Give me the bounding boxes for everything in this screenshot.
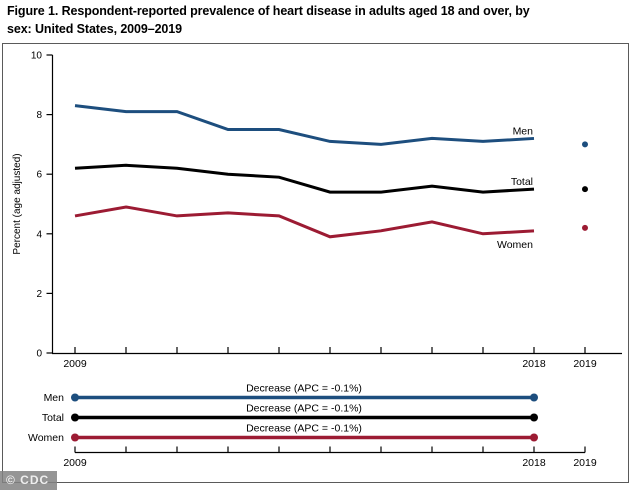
trend-dot-start — [71, 433, 79, 442]
men-2019-point — [582, 141, 588, 148]
trend-row-label: Men — [44, 392, 65, 404]
x-tick-label: 2009 — [63, 358, 87, 370]
trend-row: Men Decrease (APC = -0.1%) — [44, 383, 538, 404]
y-tick-label: 8 — [36, 110, 42, 121]
trend-row: Total Decrease (APC = -0.1%) — [42, 403, 538, 424]
trend-dot-start — [71, 393, 79, 402]
trend-x-tick-label: 2019 — [573, 457, 597, 469]
trend-row-label: Women — [28, 432, 64, 444]
trend-dot-end — [530, 393, 538, 402]
trend-row-label: Total — [42, 412, 64, 424]
trend-dot-start — [71, 413, 79, 422]
figure-title: Figure 1. Respondent-reported prevalence… — [7, 3, 530, 38]
trend-annotation: Decrease (APC = -0.1%) — [246, 403, 362, 415]
trend-x-tick-label: 2009 — [63, 457, 87, 469]
women-series-label: Women — [497, 239, 533, 251]
trend-annotation: Decrease (APC = -0.1%) — [246, 383, 362, 395]
y-tick-label: 2 — [36, 289, 42, 300]
chart-frame — [2, 43, 629, 483]
men-line — [74, 104, 535, 146]
trend-dot-end — [530, 413, 538, 422]
trend-x-tick-label: 2018 — [522, 457, 546, 469]
y-axis-title: Percent (age adjusted) — [12, 153, 23, 254]
total-series-label: Total — [511, 176, 533, 188]
cdc-watermark: © CDC — [0, 471, 58, 490]
trend-axis-ticks: 2009 2018 2019 — [63, 446, 597, 469]
figure-title-line2: sex: United States, 2009–2019 — [7, 21, 182, 36]
series-men: Men — [74, 104, 588, 148]
men-series-label: Men — [513, 125, 534, 137]
y-tick-label: 10 — [31, 51, 43, 62]
women-2019-point — [582, 224, 588, 231]
figure-title-line1: Figure 1. Respondent-reported prevalence… — [7, 4, 530, 18]
x-axis-ticks: 2009 2018 2019 — [63, 347, 597, 370]
total-2019-point — [582, 186, 588, 193]
x-tick-label: 2019 — [573, 358, 597, 370]
total-line — [74, 163, 535, 194]
y-tick-label: 0 — [36, 349, 42, 360]
women-line — [74, 205, 535, 239]
y-axis-ticks: 0 2 4 6 8 10 — [31, 51, 53, 360]
y-tick-label: 6 — [36, 170, 42, 181]
trend-annotation: Decrease (APC = -0.1%) — [246, 423, 362, 435]
y-tick-label: 4 — [36, 229, 42, 240]
series-total: Total — [74, 163, 588, 194]
series-women: Women — [74, 205, 588, 251]
trend-dot-end — [530, 433, 538, 442]
trend-row: Women Decrease (APC = -0.1%) — [28, 423, 538, 444]
x-tick-label: 2018 — [522, 358, 546, 370]
